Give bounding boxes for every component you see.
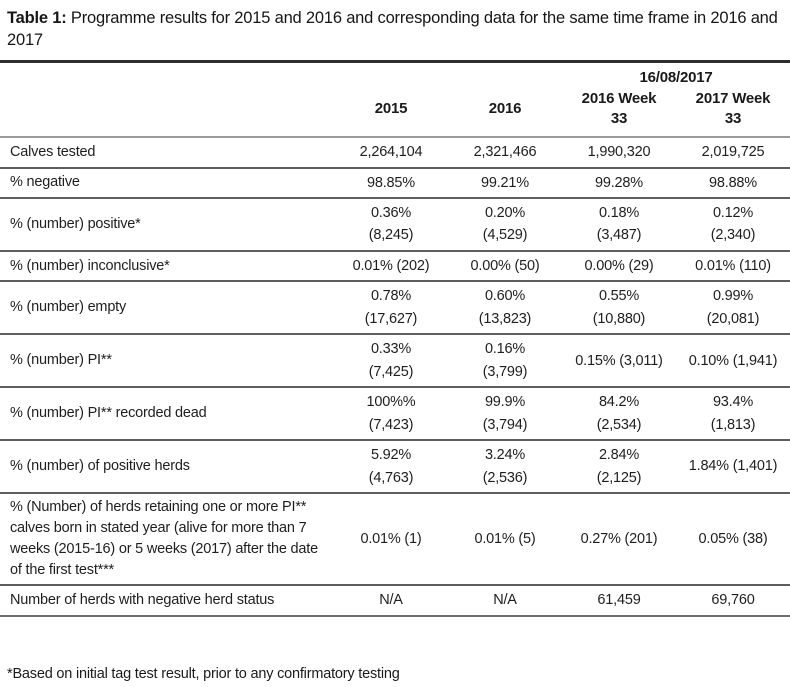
cell: 61,459 <box>562 584 676 616</box>
column-header-row: 2015 2016 2016 Week 33 2017 Week 33 <box>0 86 790 138</box>
cell: 0.27% (201) <box>562 492 676 586</box>
cell: 5.92% (4,763) <box>334 439 448 494</box>
group-header-row: 16/08/2017 <box>0 61 790 86</box>
empty-cell <box>0 61 334 86</box>
row-label: % (Number) of herds retaining one or mor… <box>0 492 334 586</box>
table-row: % (number) empty 0.78% (17,627) 0.60% (1… <box>0 280 790 335</box>
cell: 2,321,466 <box>473 144 537 161</box>
column-header-2016-week33: 2016 Week 33 <box>581 89 657 127</box>
cell: 0.12% (2,340) <box>676 196 790 251</box>
cell: 0.99% (20,081) <box>676 280 790 335</box>
cell: 69,760 <box>676 584 790 616</box>
cell: 0.60% (13,823) <box>448 280 562 335</box>
group-header-date: 16/08/2017 <box>639 68 713 86</box>
cell: 0.01% (5) <box>448 492 562 586</box>
cell: 100%% (7,423) <box>334 386 448 441</box>
cell: 99.9% (3,794) <box>448 386 562 441</box>
cell: 99.21% <box>448 166 562 198</box>
cell: 0.05% (38) <box>676 492 790 586</box>
table-row: % (number) of positive herds 5.92% (4,76… <box>0 439 790 494</box>
cell: 1.84% (1,401) <box>676 439 790 494</box>
cell: 0.00% (50) <box>448 249 562 282</box>
cell: 93.4% (1,813) <box>676 386 790 441</box>
cell: 2.84% (2,125) <box>562 439 676 494</box>
cell: 0.01% (110) <box>676 249 790 282</box>
footnote-single-asterisk: *Based on initial tag test result, prior… <box>7 665 400 682</box>
cell: 0.01% (1) <box>334 492 448 586</box>
cell: 98.85% <box>334 166 448 198</box>
table-title: Table 1: Programme results for 2015 and … <box>0 6 790 60</box>
row-label: % (number) PI** recorded dead <box>0 386 334 441</box>
footnotes: *Based on initial tag test result, prior… <box>0 664 790 687</box>
table-row: % (number) positive* 0.36% (8,245) 0.20%… <box>0 196 790 251</box>
cell: 1,990,320 <box>587 144 651 161</box>
table-row: Calves tested 2,264,104 2,321,466 1,990,… <box>0 137 790 167</box>
row-label: % (number) inconclusive* <box>0 249 334 282</box>
row-label: Number of herds with negative herd statu… <box>0 584 334 616</box>
cell: 0.18% (3,487) <box>562 196 676 251</box>
row-label: % negative <box>0 166 334 198</box>
cell: 2,019,725 <box>701 144 765 161</box>
table-row: % (Number) of herds retaining one or mor… <box>0 492 790 586</box>
column-header-2016: 2016 <box>488 100 522 118</box>
cell: 0.78% (17,627) <box>334 280 448 335</box>
row-label: % (number) PI** <box>0 333 334 388</box>
table-row: % (number) PI** recorded dead 100%% (7,4… <box>0 386 790 441</box>
cell: 0.20% (4,529) <box>448 196 562 251</box>
cell: 2,264,104 <box>359 144 423 161</box>
row-label: % (number) empty <box>0 280 334 335</box>
cell: N/A <box>448 584 562 616</box>
table-body: Calves tested 2,264,104 2,321,466 1,990,… <box>0 137 790 616</box>
table-header: 16/08/2017 2015 2016 2016 Week 33 2017 W… <box>0 61 790 138</box>
cell: 84.2% (2,534) <box>562 386 676 441</box>
table-row: % (number) PI** 0.33% (7,425) 0.16% (3,7… <box>0 333 790 388</box>
empty-cell <box>0 86 334 138</box>
cell: 98.88% <box>676 166 790 198</box>
cell: 0.55% (10,880) <box>562 280 676 335</box>
table-row: Number of herds with negative herd statu… <box>0 584 790 616</box>
table-row: % (number) inconclusive* 0.01% (202) 0.0… <box>0 249 790 282</box>
cell: 0.33% (7,425) <box>334 333 448 388</box>
column-header-2015: 2015 <box>374 100 408 118</box>
row-label: % (number) positive* <box>0 196 334 251</box>
cell: 0.16% (3,799) <box>448 333 562 388</box>
empty-cell <box>448 61 562 86</box>
cell: 99.28% <box>562 166 676 198</box>
cell: 0.10% (1,941) <box>676 333 790 388</box>
table-title-text: Programme results for 2015 and 2016 and … <box>7 9 778 49</box>
row-label: % (number) of positive herds <box>0 439 334 494</box>
cell: 3.24% (2,536) <box>448 439 562 494</box>
cell: 0.01% (202) <box>334 249 448 282</box>
cell: N/A <box>334 584 448 616</box>
results-table: 16/08/2017 2015 2016 2016 Week 33 2017 W… <box>0 59 790 617</box>
cell: 0.36% (8,245) <box>334 196 448 251</box>
cell: 0.00% (29) <box>562 249 676 282</box>
column-header-2017-week33: 2017 Week 33 <box>695 89 771 127</box>
table-row: % negative 98.85% 99.21% 99.28% 98.88% <box>0 166 790 198</box>
cell: 0.15% (3,011) <box>562 333 676 388</box>
table-title-label: Table 1: <box>7 9 67 27</box>
row-label: Calves tested <box>10 143 96 160</box>
empty-cell <box>334 61 448 86</box>
